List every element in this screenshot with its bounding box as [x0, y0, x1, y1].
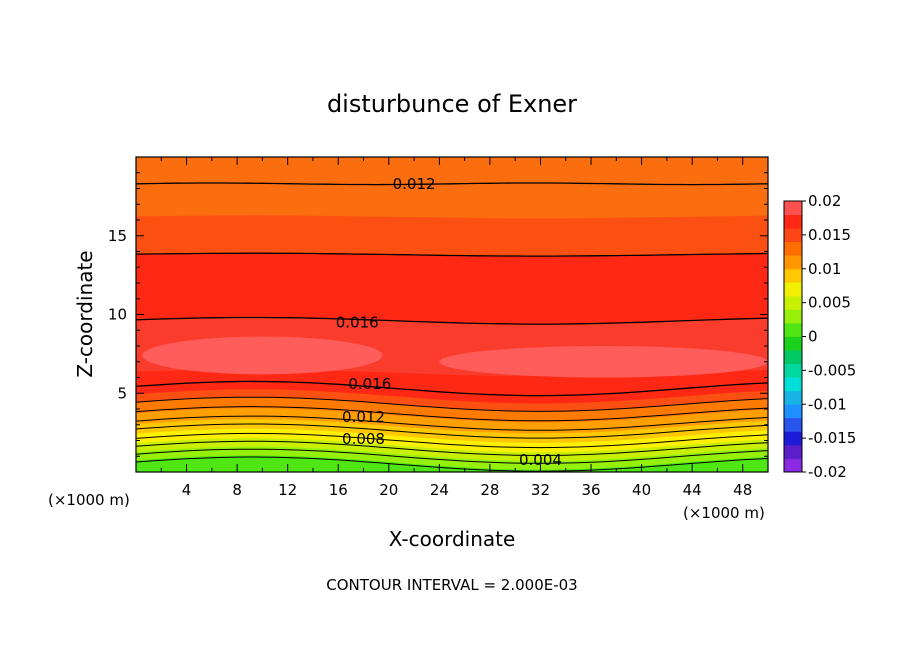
max-region: [439, 346, 768, 378]
contour-line: [135, 440, 769, 457]
contour-band: [136, 455, 768, 472]
contour-line: [135, 448, 769, 464]
colorbar-swatch: [784, 350, 802, 364]
contour-line: [135, 456, 769, 472]
colorbar-tick-label: -0.02: [808, 463, 847, 481]
x-tick-label: 28: [480, 481, 499, 499]
contour-line: [135, 432, 769, 449]
contour-label: 0.016: [336, 313, 379, 331]
x-tick-label: 12: [278, 481, 297, 499]
contour-labels: 0.012 0.016 0.016 0.012 0.008 0.004: [336, 175, 562, 469]
contour-line: [135, 396, 769, 412]
y-tick-label: 5: [117, 384, 127, 402]
colorbar-swatch: [784, 228, 802, 243]
x-tick-label: 20: [379, 481, 398, 499]
y-tick-label: 15: [108, 227, 127, 245]
colorbar-swatch: [784, 377, 802, 392]
colorbar-swatch: [784, 336, 802, 351]
contour-label: 0.012: [342, 408, 385, 426]
y-axis-label: Z-coordinate: [73, 250, 97, 377]
colorbar-swatch: [784, 309, 802, 324]
x-axis-label: X-coordinate: [389, 527, 516, 551]
colorbar-swatch: [784, 295, 802, 310]
x-unit-left: (×1000 m): [48, 491, 130, 509]
colorbar-swatch: [784, 431, 802, 446]
chart-title: disturbunce of Exner: [327, 90, 577, 118]
contour-line: [135, 415, 769, 431]
contour-line: [135, 182, 769, 186]
contour-label: 0.012: [393, 175, 436, 193]
colorbar-tick-label: -0.01: [808, 395, 847, 413]
max-region: [142, 336, 383, 375]
contour-lines: [135, 182, 769, 472]
x-tick-label: 24: [430, 481, 449, 499]
contour-line: [135, 316, 769, 325]
colorbar-swatch: [784, 390, 802, 405]
x-tick-label: 48: [733, 481, 752, 499]
colorbar-swatch: [784, 214, 802, 229]
contour-label: 0.008: [342, 430, 385, 448]
colorbar: 0.02 0.015 0.01 0.005 0 -0.005 -0.01 -0.015 -0.0…: [783, 192, 856, 481]
colorbar-swatch: [784, 241, 802, 256]
y-tick-label: 10: [108, 306, 127, 324]
colorbar-tick-label: 0.015: [808, 226, 851, 244]
contour-label: 0.004: [519, 451, 562, 469]
x-unit-right: (×1000 m): [683, 504, 765, 522]
contour-line: [135, 423, 769, 439]
contour-label: 0.016: [348, 375, 391, 393]
plot-area: [136, 157, 768, 472]
x-tick-label: 32: [531, 481, 550, 499]
colorbar-tick-label: -0.015: [808, 429, 856, 447]
colorbar-tick-label: -0.005: [808, 361, 856, 379]
contour-line: [135, 380, 769, 397]
x-tick-label: 4: [182, 481, 192, 499]
colorbar-swatch: [784, 268, 802, 283]
colorbar-swatch: [784, 322, 802, 337]
colorbar-swatch: [784, 201, 802, 215]
colorbar-swatch: [784, 282, 802, 297]
colorbar-tick-label: 0: [808, 328, 818, 346]
contour-line: [135, 406, 769, 422]
colorbar-swatch: [784, 363, 802, 378]
x-tick-label: 44: [683, 481, 702, 499]
x-tick-label: 36: [581, 481, 600, 499]
colorbar-swatch: [784, 417, 802, 432]
x-tick-label: 16: [329, 481, 348, 499]
contour-line: [135, 252, 769, 257]
x-tick-label: 40: [632, 481, 651, 499]
colorbar-swatch: [784, 444, 802, 459]
colorbar-tick-label: 0.01: [808, 260, 841, 278]
colorbar-swatch: [784, 404, 802, 419]
colorbar-tick-label: 0.005: [808, 294, 851, 312]
colorbar-tick-label: 0.02: [808, 192, 841, 210]
colorbar-swatch: [784, 458, 802, 473]
contour-interval-note: CONTOUR INTERVAL = 2.000E-03: [326, 576, 577, 594]
colorbar-swatch: [784, 255, 802, 270]
x-tick-label: 8: [232, 481, 242, 499]
